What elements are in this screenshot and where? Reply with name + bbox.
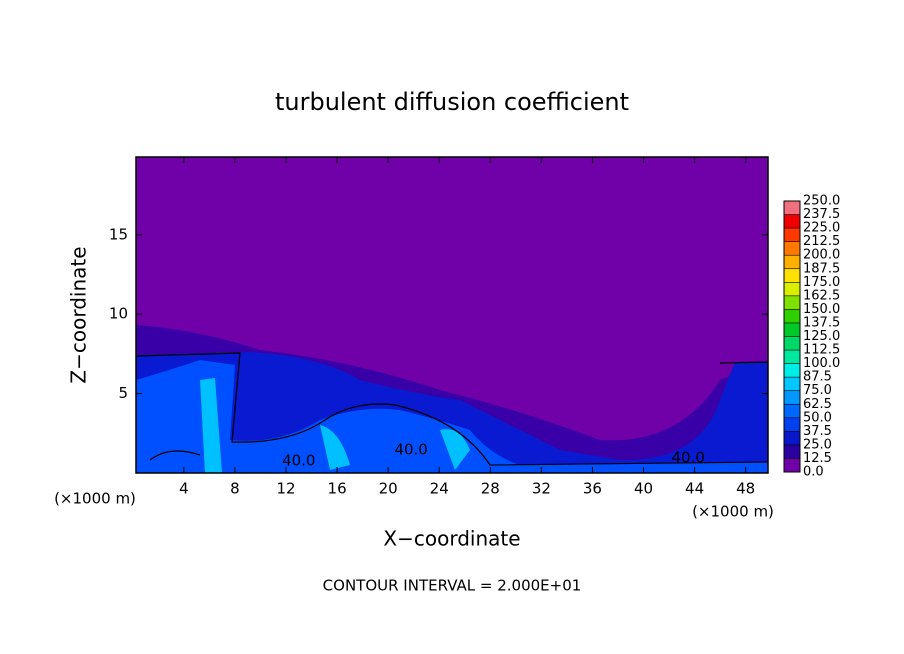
colorbar-band — [784, 214, 800, 229]
x-tick-label: 8 — [230, 480, 240, 498]
colorbar-band — [784, 255, 800, 269]
contour-label: 40.0 — [671, 448, 704, 466]
colorbar-label: 212.5 — [803, 234, 840, 249]
x-tick-label: 32 — [532, 480, 551, 498]
colorbar-label: 137.5 — [803, 315, 840, 330]
colorbar-label: 37.5 — [803, 424, 832, 439]
x-tick-label: 40 — [634, 480, 653, 498]
colorbar-band — [784, 431, 800, 445]
colorbar-band — [784, 295, 800, 310]
colorbar-label: 250.0 — [803, 194, 840, 209]
x-tick-label: 4 — [179, 480, 189, 498]
y-tick-label: 5 — [118, 384, 128, 402]
colorbar-band — [784, 404, 800, 418]
colorbar-band — [784, 458, 800, 472]
x-tick-label: 48 — [736, 480, 755, 498]
colorbar-label: 225.0 — [803, 221, 840, 236]
colorbar-band — [784, 417, 800, 432]
colorbar-band — [784, 322, 800, 337]
x-tick-label: 20 — [379, 480, 398, 498]
colorbar-label: 50.0 — [803, 410, 832, 425]
x-tick-label: 16 — [328, 480, 347, 498]
colorbar-band — [784, 228, 800, 242]
field — [136, 157, 768, 473]
x-tick-label: 24 — [430, 480, 449, 498]
x-tick-label: 36 — [583, 480, 602, 498]
x-tick-label: 28 — [481, 480, 500, 498]
x-tick-label: 44 — [685, 480, 704, 498]
colorbar-band — [784, 363, 800, 378]
colorbar-label: 200.0 — [803, 248, 840, 263]
colorbar-band — [784, 377, 800, 391]
colorbar-band — [784, 390, 800, 405]
colorbar-label: 162.5 — [803, 288, 840, 303]
colorbar-band — [784, 336, 800, 351]
y-tick-label: 15 — [109, 225, 128, 243]
contour-label: 40.0 — [394, 440, 427, 458]
colorbar-label: 125.0 — [803, 329, 840, 344]
colorbar-band — [784, 444, 800, 459]
field-region — [136, 360, 768, 473]
y-tick-label: 10 — [109, 305, 128, 323]
colorbar-label: 0.0 — [803, 465, 824, 480]
chart-title: turbulent diffusion coefficient — [275, 88, 629, 116]
colorbar-label: 25.0 — [803, 437, 832, 452]
plot-frame — [135, 156, 769, 474]
contour-line — [136, 352, 768, 466]
colorbar-band — [784, 350, 800, 364]
colorbar-label: 87.5 — [803, 370, 832, 385]
colorbar-label: 187.5 — [803, 261, 840, 276]
colorbar-band — [784, 201, 800, 215]
colorbar-label: 62.5 — [803, 397, 832, 412]
x-unit-label: (×1000 m) — [692, 503, 774, 521]
colorbar-label: 175.0 — [803, 275, 840, 290]
x-unit-label: (×1000 m) — [54, 490, 136, 508]
y-axis-label: Z−coordinate — [67, 246, 91, 383]
field-region — [200, 378, 470, 473]
colorbar-band — [784, 268, 800, 283]
colorbar-band — [784, 282, 800, 296]
colorbar-band — [784, 309, 800, 323]
x-axis-label: X−coordinate — [383, 527, 520, 551]
colorbar-label: 75.0 — [803, 383, 832, 398]
colorbar-band — [784, 241, 800, 256]
colorbar-label: 100.0 — [803, 356, 840, 371]
x-tick-label: 12 — [276, 480, 295, 498]
contour-label: 40.0 — [282, 452, 315, 470]
colorbar-label: 237.5 — [803, 207, 840, 222]
footer: CONTOUR INTERVAL = 2.000E+01 — [323, 577, 582, 595]
colorbar-label: 112.5 — [803, 343, 840, 358]
colorbar-label: 150.0 — [803, 302, 840, 317]
colorbar-label: 12.5 — [803, 451, 832, 466]
